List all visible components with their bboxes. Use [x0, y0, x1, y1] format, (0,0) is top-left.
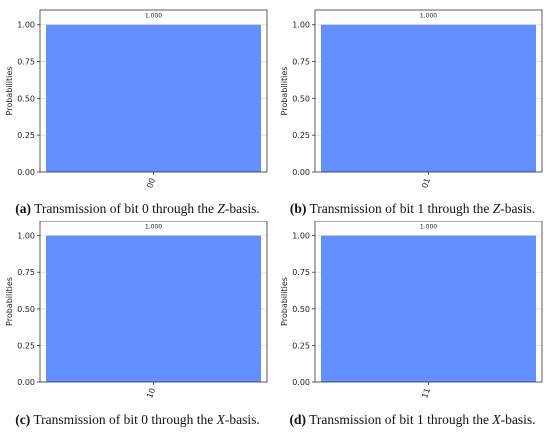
caption-basis: X	[492, 412, 501, 427]
caption-basis: Z	[492, 201, 501, 216]
caption-letter: (d)	[289, 412, 306, 427]
y-tick-label: 0.25	[292, 341, 310, 350]
y-tick-label: 0.00	[292, 378, 310, 387]
caption-letter: (c)	[15, 412, 31, 427]
y-tick-label: 0.00	[17, 168, 35, 177]
caption-b: (b) Transmission of bit 1 through the Z-…	[275, 201, 550, 217]
caption-basis: X	[216, 412, 225, 427]
y-tick-label: 1.00	[292, 21, 310, 30]
caption-text: Transmission of bit 0 through the	[34, 201, 214, 216]
x-tick-label: 11	[420, 387, 432, 400]
plot-frame	[39, 221, 268, 383]
bar-value-label: 1.000	[145, 13, 162, 20]
x-tick-label: 10	[145, 387, 157, 400]
y-tick-label: 0.75	[292, 58, 310, 67]
caption-c: (c) Transmission of bit 0 through the X-…	[0, 412, 275, 428]
y-tick-label: 0.00	[292, 168, 310, 177]
caption-suffix: -basis.	[224, 201, 260, 216]
chart-panel-b: 0.00 0.25 0.50 0.75 1.00 1.000 01 Probabilities	[280, 9, 543, 190]
y-tick-label: 0.75	[292, 268, 310, 277]
bar-value-label: 1.000	[145, 224, 162, 231]
y-tick-label: 1.00	[17, 232, 35, 241]
caption-a: (a) Transmission of bit 0 through the Z-…	[0, 201, 275, 217]
y-tick-label: 0.50	[17, 94, 35, 103]
y-tick-label: 0.25	[17, 341, 35, 350]
plot-frame	[314, 9, 543, 173]
caption-letter: (b)	[289, 201, 307, 216]
bar	[321, 24, 536, 173]
chart-panel-c: 0.00 0.25 0.50 0.75 1.00 1.000 10 Probabilities	[5, 221, 268, 400]
caption-suffix: -basis.	[500, 201, 536, 216]
y-tick-label: 0.50	[292, 305, 310, 314]
y-tick-label: 0.25	[292, 131, 310, 140]
caption-text: Transmission of bit 0 through the	[33, 412, 214, 427]
y-tick-label: 0.75	[17, 268, 35, 277]
y-tick-label: 0.00	[17, 378, 35, 387]
caption-suffix: -basis.	[500, 412, 536, 427]
y-tick-label: 0.75	[17, 58, 35, 67]
y-tick-label: 0.50	[17, 305, 35, 314]
caption-basis: Z	[217, 201, 225, 216]
x-tick-label: 01	[420, 177, 432, 190]
caption-d: (d) Transmission of bit 1 through the X-…	[275, 412, 550, 428]
caption-suffix: -basis.	[224, 412, 260, 427]
plot-frame	[39, 9, 268, 173]
y-axis-label: Probabilities	[5, 67, 14, 116]
chart-panel-a: 0.00 0.25 0.50 0.75 1.00 1.000 00 Probabilities	[5, 9, 268, 190]
bar-value-label: 1.000	[420, 13, 437, 20]
y-axis-label: Probabilities	[280, 67, 289, 116]
y-axis-label: Probabilities	[280, 277, 289, 326]
bar-value-label: 1.000	[420, 224, 437, 231]
caption-letter: (a)	[15, 201, 31, 216]
caption-text: Transmission of bit 1 through the	[309, 412, 490, 427]
chart-panel-d: 0.00 0.25 0.50 0.75 1.00 1.000 11 Probabilities	[280, 221, 543, 400]
y-tick-label: 1.00	[292, 232, 310, 241]
y-tick-label: 0.25	[17, 131, 35, 140]
bar	[321, 235, 536, 382]
x-tick-label: 00	[145, 177, 157, 190]
y-tick-label: 1.00	[17, 21, 35, 30]
bar	[46, 235, 261, 382]
y-axis-label: Probabilities	[5, 277, 14, 326]
bar	[46, 24, 261, 173]
y-tick-label: 0.50	[292, 94, 310, 103]
plot-frame	[314, 221, 543, 383]
caption-text: Transmission of bit 1 through the	[309, 201, 490, 216]
